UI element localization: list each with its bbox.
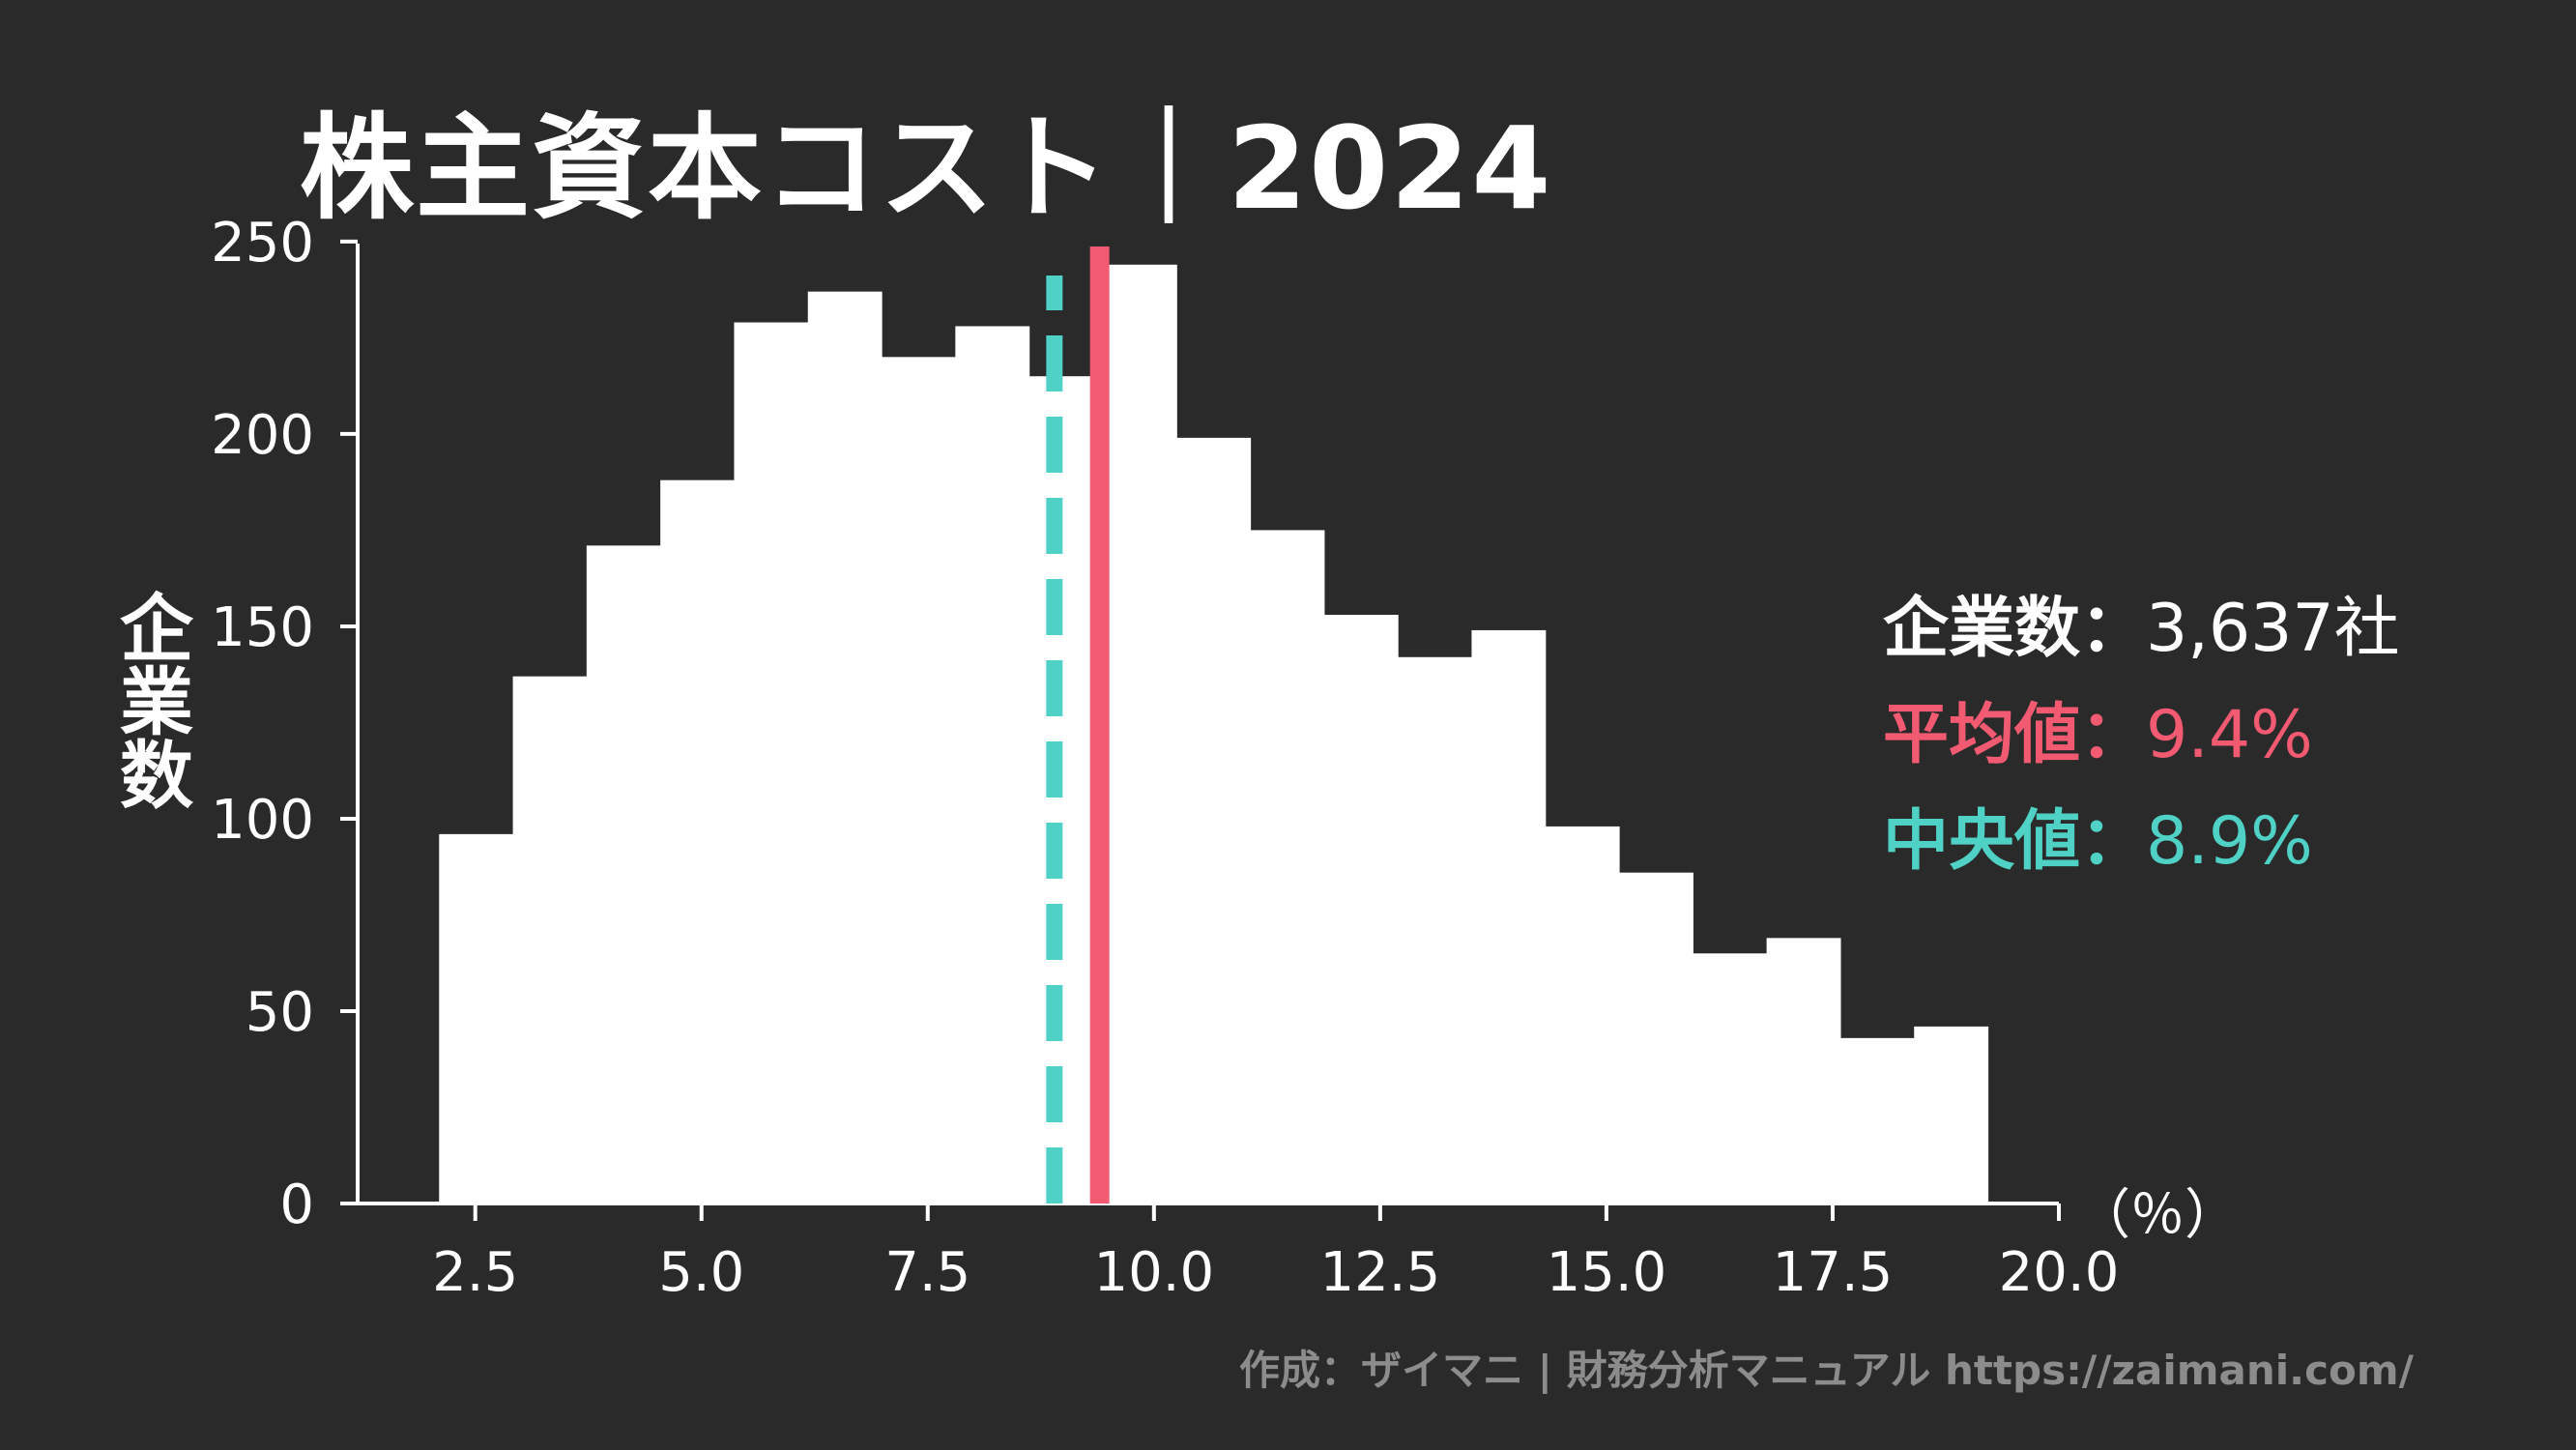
x-tick-label: 7.5 (884, 1241, 970, 1304)
mean-value: 9.4% (2146, 697, 2313, 773)
median-label: 中央値： (1883, 803, 2147, 880)
histogram-bar (1914, 1026, 1989, 1204)
histogram-bar (807, 291, 883, 1204)
mean-row: 平均値：9.4% (1883, 682, 2400, 789)
credit-text: 作成：ザイマニ | 財務分析マニュアル https://zaimani.com/ (1239, 1347, 2414, 1394)
histogram-bar (882, 357, 956, 1204)
histogram-bar (1619, 872, 1693, 1204)
x-tick-label: 2.5 (432, 1241, 518, 1304)
histogram-bar (512, 676, 588, 1204)
y-tick-label: 250 (211, 212, 314, 275)
histogram-bar (1102, 264, 1177, 1204)
y-tick-label: 100 (211, 789, 314, 852)
company-count-value: 3,637社 (2146, 591, 2400, 667)
x-tick-label: 15.0 (1547, 1241, 1667, 1304)
y-tick-label: 0 (279, 1174, 314, 1236)
median-value: 8.9% (2146, 803, 2313, 880)
histogram-bar (1693, 953, 1768, 1204)
histogram-bars (439, 264, 1989, 1204)
mean-label: 平均値： (1883, 697, 2147, 773)
x-tick-label: 5.0 (658, 1241, 744, 1304)
chart-title: 株主資本コスト｜2024 (300, 102, 1553, 235)
median-row: 中央値：8.9% (1883, 789, 2400, 895)
histogram-bar (439, 833, 514, 1204)
x-tick-label: 20.0 (1999, 1241, 2120, 1304)
histogram-bar (734, 322, 809, 1204)
x-tick-label: 10.0 (1093, 1241, 1214, 1304)
y-tick-label: 200 (211, 404, 314, 467)
reference-lines (1046, 246, 1110, 1204)
histogram-bar (1176, 437, 1252, 1204)
histogram-bar (1766, 938, 1841, 1204)
stats-panel: 企業数：3,637社 平均値：9.4% 中央値：8.9% (1883, 576, 2400, 895)
x-axis-unit-label: （％） (2076, 1184, 2239, 1247)
x-tick-label: 17.5 (1773, 1241, 1894, 1304)
histogram-bar (660, 479, 736, 1204)
histogram-bar (1323, 615, 1399, 1204)
histogram-bar (1398, 656, 1473, 1204)
company-count-row: 企業数：3,637社 (1883, 576, 2400, 682)
y-axis-label: 企業数 (107, 590, 193, 810)
x-tick-label: 12.5 (1320, 1241, 1441, 1304)
histogram-bar (1471, 629, 1547, 1204)
histogram-bar (955, 326, 1030, 1204)
y-tick-label: 50 (246, 981, 314, 1044)
histogram-bar (1839, 1037, 1915, 1204)
histogram-bar (1545, 826, 1620, 1204)
company-count-label: 企業数： (1883, 591, 2147, 667)
y-tick-label: 150 (211, 596, 314, 659)
axes: 2.5 5.0 7.5 10.0 12.5 15.0 17.5 20.0 0 50 100 150 20… (211, 212, 2119, 1304)
histogram-bar (586, 545, 661, 1204)
histogram-bar (1250, 530, 1325, 1204)
